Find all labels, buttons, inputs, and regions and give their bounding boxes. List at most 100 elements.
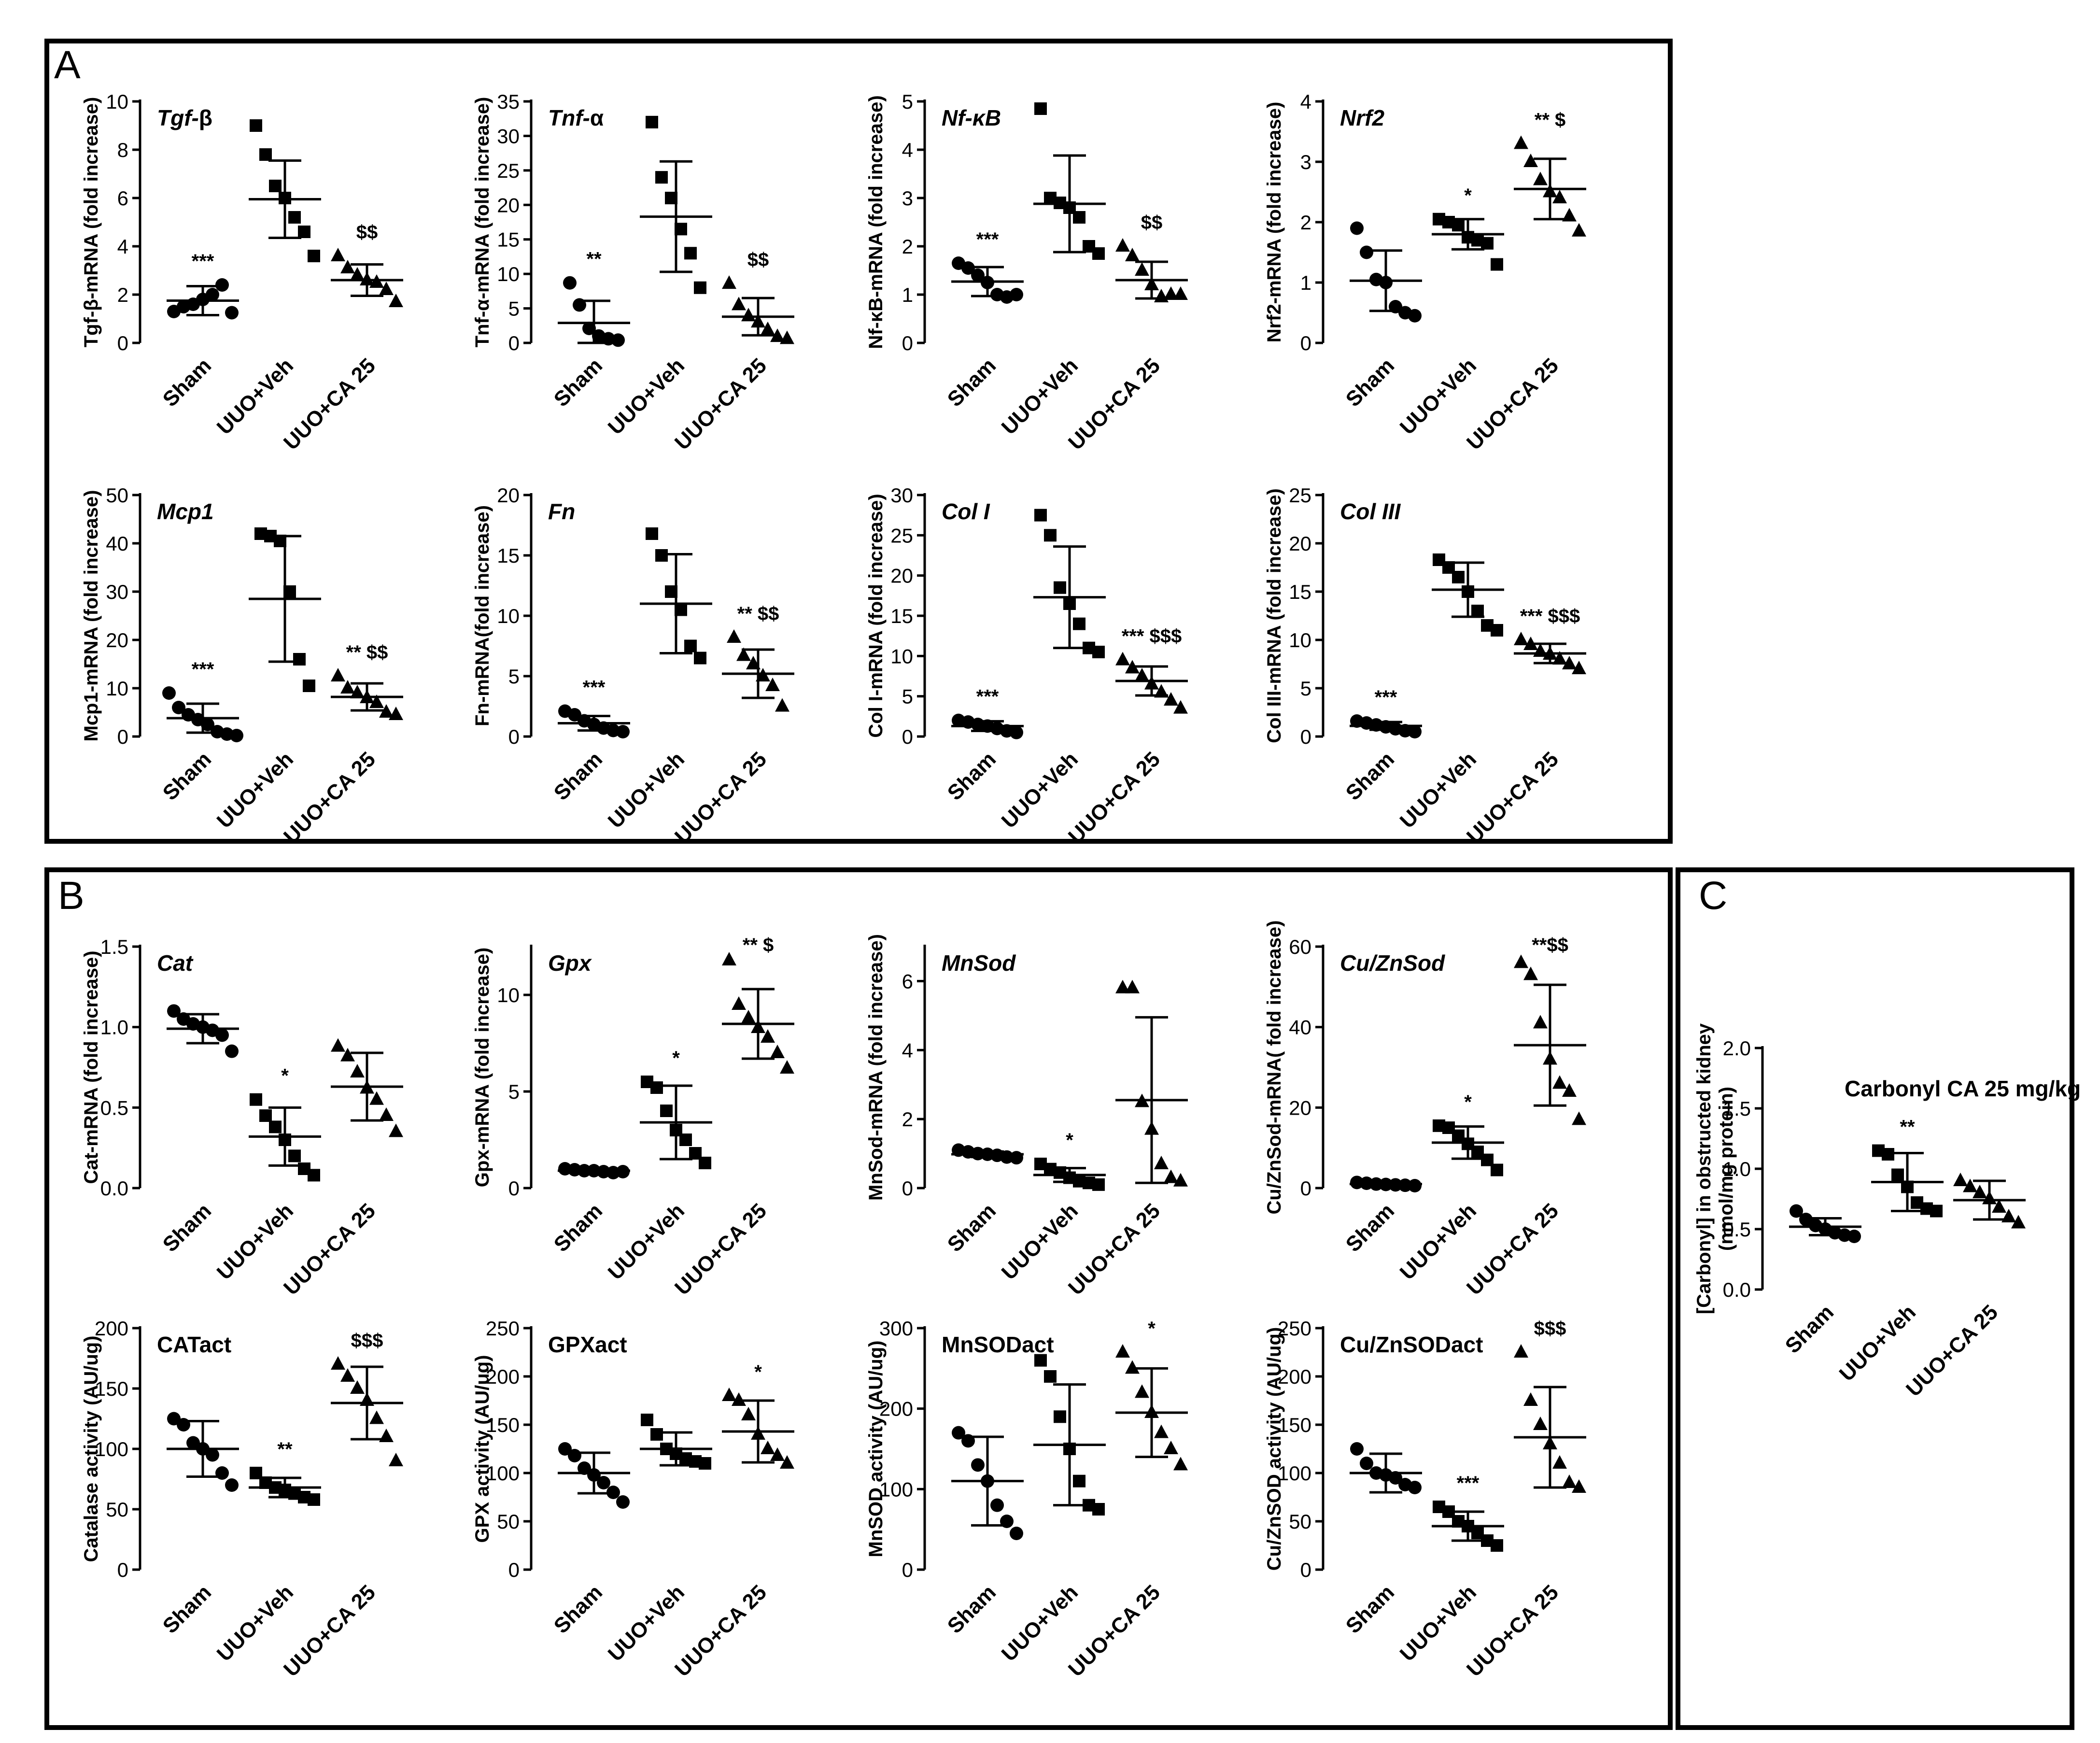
y-axis-label: Tgf-β-mRNA (fold increase) — [81, 97, 102, 348]
y-tick-label: 10 — [106, 90, 128, 113]
data-point — [952, 1426, 965, 1440]
data-point — [1389, 1471, 1402, 1485]
plot-area: 0 50 100 150 200 250 GPX activity (AU/ug) GPXac… — [472, 1317, 794, 1681]
x-tick-label: UUO+Veh — [997, 747, 1083, 833]
data-point — [1963, 1178, 1977, 1192]
y-tick-label: 0 — [508, 725, 520, 748]
x-tick-label: Sham — [1341, 1199, 1399, 1256]
significance-label: ** $$ — [346, 642, 388, 663]
y-tick-label: 150 — [95, 1377, 128, 1400]
data-point — [389, 707, 403, 720]
data-point — [1408, 309, 1422, 323]
y-tick-label: 200 — [95, 1317, 128, 1340]
data-point — [1034, 102, 1047, 115]
data-point — [727, 629, 741, 643]
y-tick-label: 6 — [117, 187, 128, 210]
data-point — [611, 333, 625, 347]
data-point — [1562, 1083, 1577, 1097]
y-tick-label: 0 — [902, 725, 913, 748]
y-tick-label: 10 — [106, 677, 128, 700]
data-point — [1173, 1457, 1188, 1471]
y-tick-label: 1 — [1300, 271, 1311, 294]
x-tick-label: UUO+Veh — [212, 747, 298, 833]
y-tick-label: 4 — [902, 139, 913, 161]
significance-label: *** — [1457, 1473, 1480, 1494]
data-point — [350, 267, 365, 281]
y-tick-label: 0 — [117, 1559, 128, 1581]
panel-b-frame — [44, 867, 1673, 1730]
chart-carbonyl: 0.0 0.5 1.0 1.5 2.0 [Carbonyl] in obstructed … — [1693, 1023, 2081, 1401]
chart-title: Cu/ZnSODact — [1340, 1332, 1483, 1357]
data-point — [303, 680, 315, 692]
data-point — [1514, 632, 1528, 645]
significance-label: ** $ — [743, 935, 774, 956]
data-point — [732, 297, 746, 311]
y-tick-label: 4 — [902, 1039, 913, 1062]
significance-label: ** — [1900, 1117, 1915, 1138]
y-tick-label: 0 — [1300, 332, 1311, 354]
data-point — [1562, 1474, 1577, 1488]
data-point — [269, 180, 282, 192]
significance-label: ** $ — [1535, 110, 1566, 131]
data-point — [162, 686, 176, 700]
x-tick-label: Sham — [943, 354, 1001, 411]
significance-label: *** $$$ — [1122, 626, 1182, 647]
data-point — [641, 1414, 653, 1426]
y-tick-label: 0 — [902, 332, 913, 354]
data-point — [1154, 1424, 1169, 1438]
chart-title: Nrf2 — [1340, 105, 1384, 130]
x-tick-label: UUO+Veh — [604, 1580, 689, 1666]
chart-title: Tgf-β — [157, 105, 212, 130]
significance-label: *** — [1375, 687, 1397, 708]
chart-title: Col I — [942, 499, 990, 524]
x-tick-label: Sham — [158, 747, 216, 805]
data-point — [780, 1455, 794, 1469]
y-tick-label: 1.0 — [100, 1016, 128, 1039]
y-tick-label: 8 — [117, 139, 128, 161]
data-point — [1092, 1503, 1105, 1516]
data-point — [1973, 1185, 1987, 1198]
data-point — [558, 1442, 572, 1456]
y-tick-label: 0 — [902, 1559, 913, 1581]
x-tick-label: UUO+Veh — [1395, 354, 1481, 439]
data-point — [1125, 248, 1140, 261]
data-point — [225, 1044, 239, 1058]
x-tick-label: Sham — [943, 1199, 1001, 1256]
data-point — [722, 275, 736, 289]
data-point — [1533, 1015, 1548, 1029]
data-point — [1552, 651, 1567, 665]
data-point — [1115, 979, 1130, 993]
data-point — [1092, 1178, 1105, 1191]
data-point — [1173, 286, 1188, 300]
data-point — [1847, 1230, 1861, 1243]
data-point — [1010, 288, 1023, 301]
data-point — [1491, 1163, 1503, 1176]
y-tick-label: 20 — [1289, 532, 1311, 555]
data-point — [761, 321, 775, 335]
data-point — [230, 729, 243, 742]
data-point — [1044, 529, 1057, 542]
y-tick-label: 50 — [497, 1510, 520, 1533]
y-axis-label: Gpx-mRNA (fold increase) — [472, 948, 493, 1187]
data-point — [699, 1457, 711, 1470]
data-point — [732, 1392, 746, 1406]
y-tick-label: 0 — [117, 332, 128, 354]
data-point — [298, 226, 310, 238]
y-axis-label: GPX activity (AU/ug) — [472, 1355, 493, 1543]
data-point — [646, 527, 658, 540]
x-tick-label: UUO+Veh — [1835, 1300, 1920, 1386]
data-point — [206, 1448, 219, 1462]
y-tick-label: 25 — [890, 524, 913, 547]
data-point — [1491, 1539, 1503, 1552]
panel-a-frame — [44, 39, 1673, 844]
data-point — [331, 1038, 345, 1052]
data-point — [597, 1476, 610, 1489]
x-tick-label: UUO+Veh — [997, 1580, 1083, 1666]
data-point — [1481, 237, 1494, 250]
